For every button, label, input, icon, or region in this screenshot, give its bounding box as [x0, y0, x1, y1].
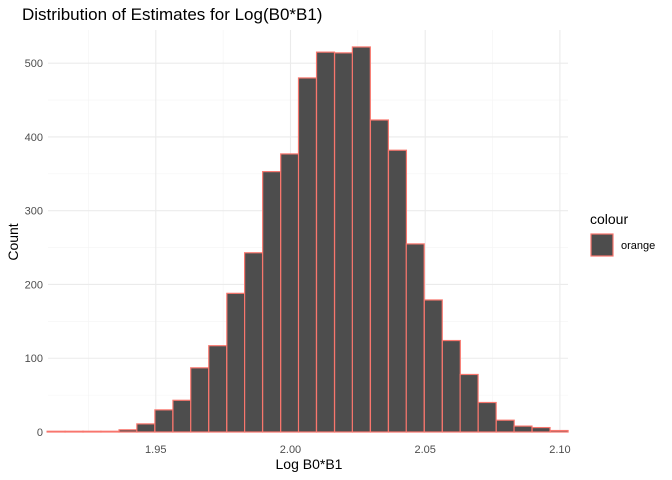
y-tick-label: 500	[25, 58, 43, 70]
histogram-bar	[333, 52, 354, 433]
chart-title: Distribution of Estimates for Log(B0*B1)	[22, 5, 322, 24]
histogram-bar	[423, 299, 443, 433]
histogram-bar	[100, 430, 120, 433]
histogram-bar	[405, 243, 425, 433]
y-tick-label: 200	[25, 279, 43, 291]
y-axis-ticks: 0 100 200 300 400 500	[25, 58, 43, 439]
legend-label-orange: orange	[621, 240, 655, 252]
histogram-bar	[154, 409, 174, 433]
histogram-bar	[477, 401, 497, 433]
x-axis-ticks: 1.95 2.00 2.05 2.10	[145, 444, 571, 456]
histogram-bar	[441, 339, 461, 433]
x-tick-label: 2.00	[280, 444, 301, 456]
histogram-bar	[82, 430, 102, 433]
histogram-bar	[226, 292, 246, 433]
histogram-bar	[513, 425, 533, 433]
legend-key-orange	[590, 233, 614, 257]
y-tick-label: 0	[37, 427, 43, 439]
histogram-bar	[262, 171, 282, 433]
histogram-bar	[459, 373, 479, 433]
y-axis-title: Count	[5, 223, 21, 260]
histogram-bar	[495, 419, 515, 433]
histogram-bar	[369, 119, 389, 433]
histogram-bar	[118, 429, 138, 433]
histogram-bar	[280, 153, 300, 433]
y-tick-label: 400	[25, 132, 43, 144]
y-tick-label: 300	[25, 206, 43, 218]
histogram-bar	[190, 367, 210, 433]
x-axis-title: Log B0*B1	[276, 456, 343, 472]
histogram-bar	[531, 426, 551, 433]
histogram-bar	[549, 429, 569, 433]
histogram-bar	[46, 430, 66, 433]
legend: colour orange	[590, 211, 655, 257]
x-tick-label: 2.05	[414, 444, 435, 456]
histogram-bar	[172, 399, 192, 433]
bars	[46, 46, 569, 433]
x-tick-label: 2.10	[549, 444, 570, 456]
histogram-bar	[297, 77, 318, 433]
y-tick-label: 100	[25, 353, 43, 365]
histogram-bar	[208, 345, 228, 433]
histogram-bar	[315, 51, 336, 433]
histogram-bar	[136, 423, 156, 433]
histogram-bar	[244, 252, 264, 433]
histogram-bar	[387, 149, 408, 433]
histogram-bar	[351, 46, 371, 433]
x-tick-label: 1.95	[145, 444, 166, 456]
histogram-bar	[64, 430, 84, 433]
legend-title: colour	[590, 211, 628, 227]
